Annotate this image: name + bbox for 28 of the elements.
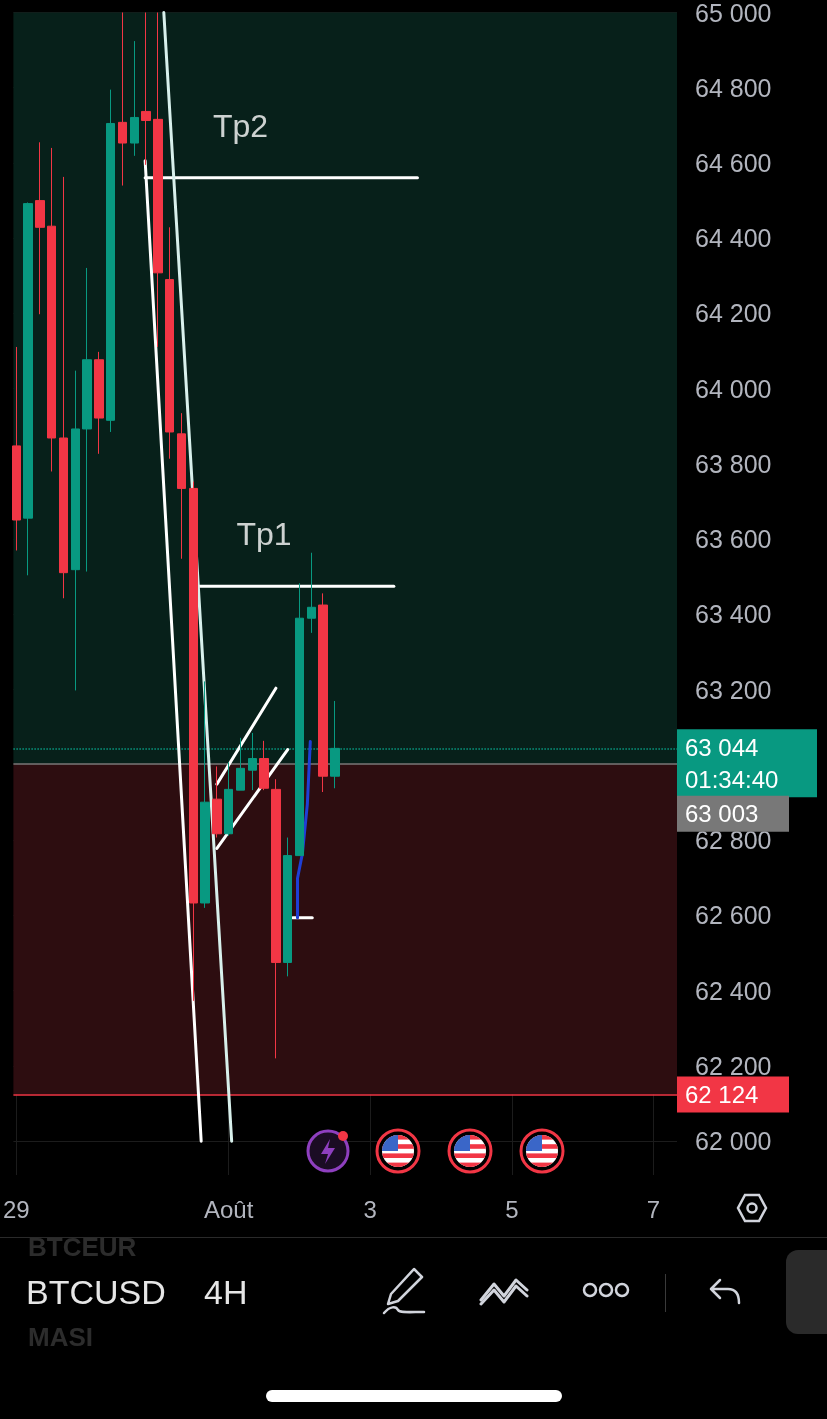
y-tick-label: 64 200 bbox=[695, 299, 772, 328]
text: BTCUSD bbox=[26, 1273, 166, 1312]
x-tick-label: 5 bbox=[505, 1195, 519, 1223]
y-tick-label: 62 200 bbox=[695, 1051, 772, 1080]
text: 4H bbox=[204, 1273, 248, 1312]
y-tick-label: 62 800 bbox=[695, 826, 772, 855]
x-tick-label: 3 bbox=[363, 1195, 377, 1223]
y-tick-label: 64 000 bbox=[695, 374, 772, 403]
annotation: Tp2 bbox=[212, 107, 269, 144]
ref-line-label: 62 124 bbox=[685, 1080, 759, 1108]
y-tick-label: 65 000 bbox=[695, 0, 772, 27]
y-tick-label: 62 000 bbox=[695, 1127, 772, 1156]
y-tick-label: 63 200 bbox=[695, 675, 772, 704]
ref-line-label: 63 003 bbox=[685, 800, 759, 828]
y-tick-label: 62 400 bbox=[695, 976, 772, 1005]
y-tick-label: 64 800 bbox=[695, 73, 772, 102]
y-tick-label: 63 600 bbox=[695, 525, 772, 554]
y-tick-label: 63 400 bbox=[695, 600, 772, 629]
y-tick-label: 64 400 bbox=[695, 224, 772, 253]
x-tick-label: 7 bbox=[646, 1195, 661, 1223]
ref-line-label: 63 044 bbox=[685, 733, 759, 761]
y-tick-label: 64 600 bbox=[695, 148, 772, 177]
x-tick-label: Août bbox=[204, 1195, 254, 1223]
annotation: Tp1 bbox=[236, 516, 292, 553]
text: 01:34:40 bbox=[685, 765, 779, 793]
y-tick-label: 62 600 bbox=[695, 901, 772, 930]
y-tick-label: 63 800 bbox=[695, 449, 772, 478]
x-tick-label: 29 bbox=[3, 1195, 30, 1223]
